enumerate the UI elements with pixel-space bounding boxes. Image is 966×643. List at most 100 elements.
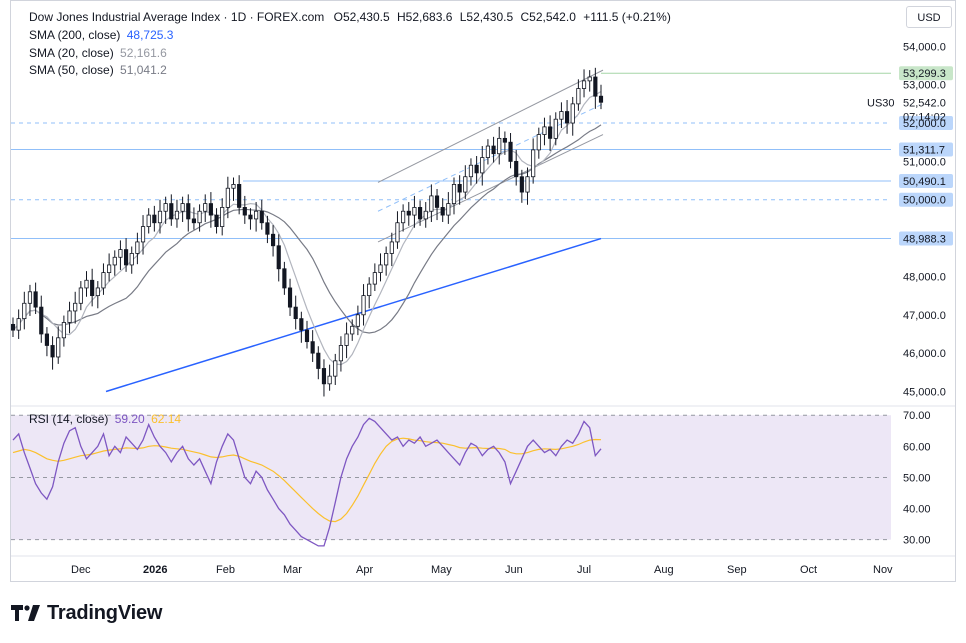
price-tick-label: 47,000.0 [903,310,946,322]
channel-mid-line [377,103,604,212]
candle-body [593,76,598,97]
price-label-text: 53,299.3 [903,68,946,80]
candle-body [581,80,587,89]
time-tick-label: Aug [654,564,674,576]
sma20-legend[interactable]: SMA (20, close) 52,161.6 [29,46,167,60]
time-tick-label: May [431,564,452,576]
candle-body [457,184,462,193]
tradingview-logo[interactable]: TradingView [11,600,162,626]
candle-body [22,302,27,320]
rsi-tick-label: 60.00 [903,441,931,453]
candle-body [56,337,61,358]
candle-body [11,323,16,331]
candle-body [361,295,366,316]
candle-body [78,287,83,304]
candle-body [384,253,389,266]
currency-button[interactable]: USD [906,6,952,28]
price-label-badge [899,116,953,131]
candle-body [186,203,191,220]
candle-body [587,76,592,82]
price-tick-label: 51,000.0 [903,156,946,168]
candle-body [350,325,355,335]
candle-body [451,184,457,204]
rsi-tick-label: 70.00 [903,410,931,422]
symbol-title[interactable]: Dow Jones Industrial Average Index · 1D … [29,10,325,24]
rsi-legend[interactable]: RSI (14, close) 59.20 62.14 [29,412,181,426]
open-label: O [333,10,343,24]
candle-body [525,176,530,193]
candle-body [90,279,95,297]
candle-body [548,126,553,139]
time-tick-label: Mar [283,564,302,576]
chart-canvas[interactable]: 54,000.0 53,000.0 52,000.0 51,000.0 50,000.0… [11,1,956,582]
candle-body [321,368,327,385]
candle-body [559,111,564,120]
candle-body [276,245,281,270]
candle-body [389,241,394,254]
candle-body [491,145,496,155]
price-label-badge [899,66,953,81]
candle-body [570,103,575,124]
candle-body [16,318,21,331]
price-tick-label: 53,000.0 [903,80,946,92]
candle-body [33,291,38,308]
candle-body [598,95,604,103]
sma20-value: 52,161.6 [120,46,167,60]
candle-body [39,306,44,335]
candle-body [265,222,270,235]
candle-body [423,210,428,220]
candle-body [531,149,536,178]
chart-frame[interactable]: 54,000.0 53,000.0 52,000.0 51,000.0 50,000.0… [10,0,956,582]
candle-body [355,314,360,327]
time-tick-label: Feb [216,564,235,576]
channel-upper-line [377,69,604,183]
candle-body [446,203,451,216]
sma200-legend[interactable]: SMA (200, close) 48,725.3 [29,28,173,42]
candle-body [417,207,423,220]
price-label-badge [899,231,953,246]
candle-body [270,233,276,247]
candle-body [140,226,146,243]
candle-body [576,88,581,105]
candle-body [157,210,163,224]
candle-body [553,118,558,139]
close-value: 52,542.0 [529,10,576,24]
candle-body [293,306,298,320]
candle-body [27,291,33,304]
candle-body [536,134,541,151]
sma50-legend[interactable]: SMA (50, close) 51,041.2 [29,63,167,77]
candle-body [338,345,344,362]
candle-body [237,184,242,208]
close-label: C [520,10,530,24]
tradingview-logo-icon [11,605,40,621]
candle-body [485,145,491,158]
candle-body [474,164,479,174]
candle-body [367,283,372,297]
candle-body [514,160,519,178]
rsi-line [12,417,602,547]
candle-body [242,207,247,216]
price-label-text: 52,000.0 [903,118,946,130]
current-price-label: 52,542.0 [903,97,946,109]
price-label-badge [899,192,953,207]
ticker-label: US30 [867,97,895,109]
price-label-badge [899,142,953,157]
candle-body [73,302,78,312]
candle-body [163,203,168,212]
candle-body [169,203,174,220]
candle-body [508,141,513,162]
time-tick-label: Jul [577,564,591,576]
candle-body [395,222,400,243]
candle-body [129,253,134,266]
candle-body [304,329,310,343]
candle-body [44,333,50,346]
sma50-line [12,124,602,334]
candle-body [174,210,180,220]
candle-body [107,264,112,274]
candle-body [180,203,185,212]
symbol-legend[interactable]: Dow Jones Industrial Average Index · 1D … [29,10,671,24]
channel-lower-line [377,134,604,243]
brand-name: TradingView [47,601,163,624]
sma200-label: SMA (200, close) [29,28,121,42]
candle-body [84,279,89,289]
